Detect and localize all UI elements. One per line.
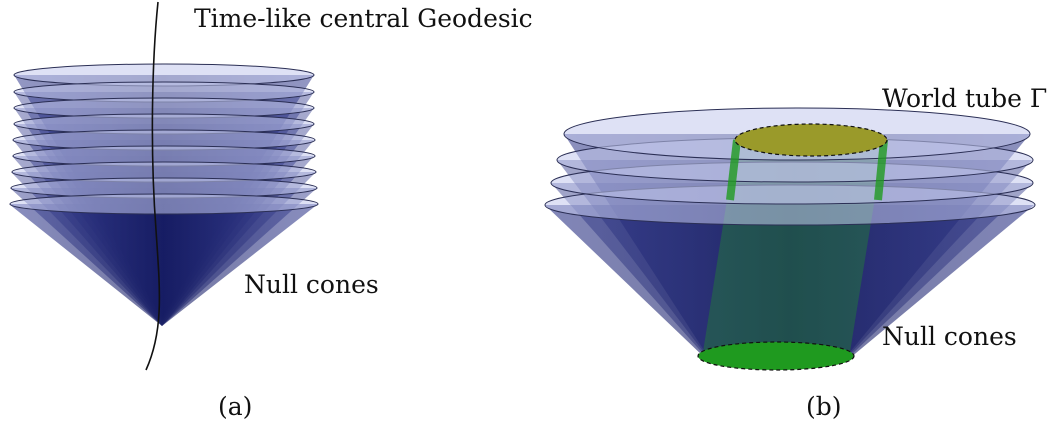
geodesic-label: Time-like central Geodesic <box>194 4 533 33</box>
world-tube-side-left <box>726 139 741 201</box>
panel-b-caption: (b) <box>806 392 842 421</box>
world-tube-side-right <box>874 139 888 201</box>
cone-b-4 <box>545 205 1034 358</box>
panel-a-caption: (a) <box>218 392 253 421</box>
world-tube-bottom <box>697 341 855 371</box>
panel-b <box>544 107 1036 371</box>
cone-rims-a <box>9 63 319 215</box>
null-cones-label-a: Null cones <box>244 270 379 299</box>
null-cones-label-b: Null cones <box>882 322 1017 351</box>
world-tube-top <box>734 123 888 157</box>
world-tube-label: World tube Γ <box>882 84 1048 113</box>
cone-rims-b <box>544 107 1036 226</box>
rim-a-9 <box>9 193 319 215</box>
panel-a <box>9 1 319 371</box>
timelike-geodesic-curve <box>145 1 161 371</box>
cone-a-9 <box>9 204 318 326</box>
